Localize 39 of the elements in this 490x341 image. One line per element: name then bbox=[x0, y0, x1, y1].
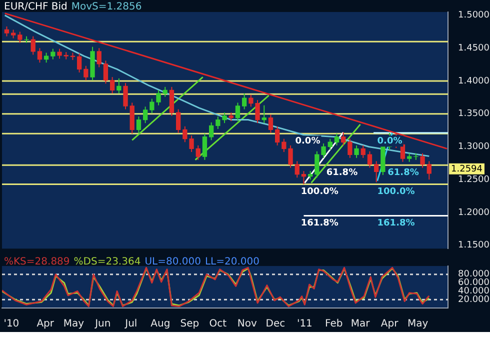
y-tick-label: 1.5000 bbox=[458, 10, 490, 21]
annotation: 161.8% bbox=[300, 218, 338, 229]
x-tick-label: Feb bbox=[325, 318, 343, 330]
x-tick-label: Nov bbox=[237, 318, 257, 330]
x-tick-label: '10 bbox=[4, 318, 20, 330]
x-tick-label: Jul bbox=[124, 318, 138, 330]
annotation: UL=80.000 bbox=[144, 256, 201, 268]
series-label: %KS=28.889 bbox=[4, 256, 70, 268]
y-tick-label: 1.2500 bbox=[458, 174, 490, 185]
annotation: LL=20.000 bbox=[204, 256, 260, 268]
text: 1.2594 bbox=[451, 164, 482, 174]
text: MovS=1.2856 bbox=[71, 2, 142, 13]
annotation: 0.0% bbox=[377, 136, 402, 146]
x-tick-label: Apr bbox=[36, 318, 55, 330]
y-tick-label: 1.3000 bbox=[458, 142, 490, 152]
y-tick-label: 20.000 bbox=[458, 294, 490, 305]
annotation: 61.8% bbox=[388, 168, 419, 178]
annotation: 61.8% bbox=[326, 168, 358, 178]
x-tick-label: Jun bbox=[94, 318, 111, 330]
annotation: 0.0% bbox=[295, 136, 320, 146]
annotation: 161.8% bbox=[377, 218, 415, 229]
series-label: %DS=23.364 bbox=[74, 256, 141, 268]
x-tick-label: Apr bbox=[380, 318, 400, 330]
y-tick-label: 1.4000 bbox=[458, 76, 490, 86]
y-tick-label: 1.3500 bbox=[458, 109, 490, 120]
chart-title: EUR/CHF Bid bbox=[4, 2, 68, 13]
x-tick-label: May bbox=[407, 318, 428, 330]
y-tick-label: 1.1500 bbox=[458, 240, 490, 251]
x-tick-label: Oct bbox=[209, 318, 227, 330]
y-tick-label: 1.2000 bbox=[458, 208, 490, 218]
x-tick-label: Aug bbox=[150, 318, 170, 330]
x-tick-label: Mar bbox=[350, 318, 371, 330]
y-tick-label: 1.4500 bbox=[458, 43, 490, 54]
x-tick-label: Dec bbox=[266, 318, 286, 330]
annotation: 100.0% bbox=[377, 187, 415, 198]
x-tick-label: May bbox=[63, 318, 84, 330]
annotation: 100.0% bbox=[300, 187, 338, 198]
x-tick-label: Sep bbox=[180, 318, 200, 330]
x-tick-label: '11 bbox=[296, 318, 312, 330]
